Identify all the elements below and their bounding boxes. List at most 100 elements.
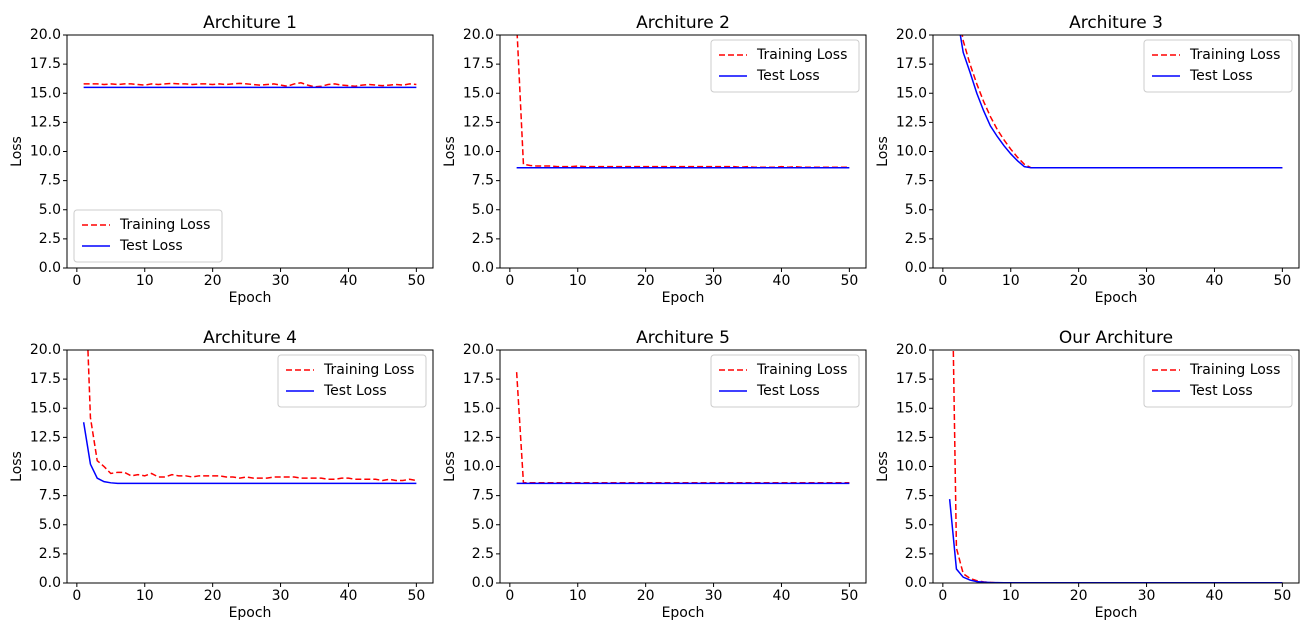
loss-line	[82, 422, 417, 485]
subplot: Architure 5 Epoch Loss 0.0 2.5 5.0 7.5 10.0 12.5…	[442, 328, 867, 621]
x-tick-label: 30	[705, 588, 723, 604]
y-tick-label: 20.0	[30, 342, 61, 358]
y-tick-label: 20.0	[896, 27, 927, 43]
x-tick-label: 20	[637, 588, 655, 604]
x-tick-label: 40	[1206, 273, 1224, 289]
x-tick-label: 50	[1273, 273, 1291, 289]
plot-lines	[959, 35, 1283, 169]
subplot: Architure 1 Epoch Loss 0.0 2.5 5.0 7.5 10.0 12.5…	[9, 13, 434, 306]
legend-label: Test Loss	[1189, 383, 1253, 399]
legend-label: Training Loss	[1189, 47, 1280, 63]
legend-label: Test Loss	[119, 238, 183, 254]
y-tick-label: 17.5	[30, 56, 61, 72]
plot-lines	[83, 81, 417, 89]
x-tick-label: 10	[569, 273, 587, 289]
x-tick-label: 0	[72, 273, 81, 289]
y-tick-label: 12.5	[463, 429, 494, 445]
x-axis-label: Epoch	[1095, 290, 1138, 306]
x-tick-label: 0	[72, 588, 81, 604]
y-tick-label: 10.0	[30, 459, 61, 475]
y-tick-label: 2.5	[39, 231, 61, 247]
x-axis-label: Epoch	[662, 290, 705, 306]
y-axis-label: Loss	[875, 451, 891, 482]
x-tick-label: 40	[773, 273, 791, 289]
x-tick-label: 0	[505, 588, 514, 604]
legend-label: Test Loss	[756, 383, 820, 399]
x-tick-label: 50	[407, 588, 425, 604]
y-tick-label: 17.5	[463, 371, 494, 387]
y-tick-label: 7.5	[472, 173, 494, 189]
x-tick-label: 0	[938, 588, 947, 604]
x-tick-label: 20	[204, 588, 222, 604]
y-tick-label: 10.0	[896, 144, 927, 160]
y-tick-label: 7.5	[472, 488, 494, 504]
legend-label: Test Loss	[756, 68, 820, 84]
y-tick-label: 20.0	[896, 342, 927, 358]
y-tick-label: 10.0	[30, 144, 61, 160]
x-tick-label: 20	[1070, 273, 1088, 289]
x-tick-label: 30	[272, 273, 290, 289]
y-tick-label: 2.5	[472, 546, 494, 562]
x-tick-label: 40	[340, 273, 358, 289]
y-axis-label: Loss	[875, 136, 891, 167]
x-tick-label: 0	[938, 273, 947, 289]
y-tick-label: 17.5	[896, 371, 927, 387]
y-tick-label: 0.0	[39, 260, 61, 276]
y-tick-label: 0.0	[905, 575, 927, 591]
y-tick-label: 15.0	[896, 400, 927, 416]
subplot: Architure 4 Epoch Loss 0.0 2.5 5.0 7.5 10.0 12.5…	[9, 328, 434, 621]
y-tick-label: 10.0	[463, 144, 494, 160]
axes-frame	[66, 349, 434, 584]
legend-box	[1143, 39, 1293, 93]
subplot: Architure 3 Epoch Loss 0.0 2.5 5.0 7.5 10.0 12.5…	[875, 13, 1300, 306]
y-tick-label: 10.0	[896, 459, 927, 475]
x-axis-label: Epoch	[1095, 605, 1138, 621]
y-tick-label: 12.5	[463, 114, 494, 130]
x-tick-label: 10	[1002, 588, 1020, 604]
axes-frame	[499, 34, 867, 269]
legend-label: Training Loss	[323, 362, 414, 378]
y-tick-label: 7.5	[39, 488, 61, 504]
x-tick-label: 10	[136, 588, 154, 604]
legend-label: Test Loss	[323, 383, 387, 399]
y-tick-label: 5.0	[472, 517, 494, 533]
y-tick-label: 2.5	[905, 231, 927, 247]
legend-box	[277, 354, 427, 408]
loss-line	[959, 35, 1283, 169]
axes-frame	[932, 34, 1300, 269]
y-tick-label: 5.0	[39, 517, 61, 533]
loss-line	[83, 81, 417, 88]
x-tick-label: 30	[272, 588, 290, 604]
x-tick-label: 20	[1070, 588, 1088, 604]
y-tick-label: 17.5	[30, 371, 61, 387]
subplot-title: Architure 4	[203, 328, 297, 348]
x-tick-label: 40	[1206, 588, 1224, 604]
x-tick-label: 10	[569, 588, 587, 604]
legend-label: Training Loss	[119, 217, 210, 233]
y-axis-label: Loss	[9, 136, 25, 167]
subplot-title: Architure 3	[1069, 13, 1163, 33]
axes-frame	[932, 349, 1300, 584]
y-tick-label: 5.0	[472, 202, 494, 218]
x-tick-label: 30	[705, 273, 723, 289]
y-tick-label: 2.5	[472, 231, 494, 247]
y-tick-label: 17.5	[463, 56, 494, 72]
y-tick-label: 7.5	[905, 488, 927, 504]
subplot-title: Our Architure	[1059, 328, 1173, 348]
y-tick-label: 7.5	[905, 173, 927, 189]
plot-lines	[82, 350, 417, 485]
x-tick-label: 50	[407, 273, 425, 289]
x-tick-label: 10	[1002, 273, 1020, 289]
y-tick-label: 20.0	[30, 27, 61, 43]
y-tick-label: 20.0	[463, 342, 494, 358]
x-tick-label: 50	[1273, 588, 1291, 604]
x-tick-label: 30	[1138, 588, 1156, 604]
legend-box	[710, 354, 860, 408]
subplot: Architure 2 Epoch Loss 0.0 2.5 5.0 7.5 10.0 12.5…	[442, 13, 867, 306]
x-axis-label: Epoch	[662, 605, 705, 621]
x-axis-label: Epoch	[229, 290, 272, 306]
y-tick-label: 0.0	[472, 575, 494, 591]
x-tick-label: 0	[505, 273, 514, 289]
x-tick-label: 40	[773, 588, 791, 604]
x-axis-label: Epoch	[229, 605, 272, 621]
